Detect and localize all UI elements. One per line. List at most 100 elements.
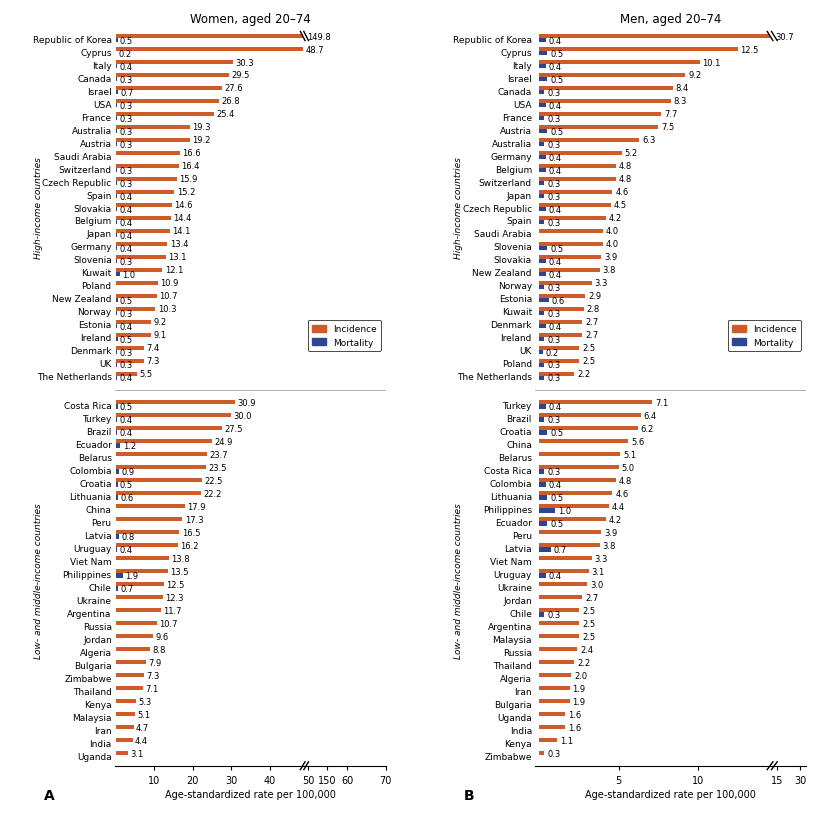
Text: 4.4: 4.4	[612, 502, 625, 511]
Bar	[539, 470, 544, 474]
Text: 0.3: 0.3	[547, 415, 560, 424]
Bar	[115, 273, 119, 277]
Text: 2.5: 2.5	[582, 606, 595, 615]
Text: 0.5: 0.5	[551, 493, 564, 502]
Text: 4.7: 4.7	[136, 723, 150, 732]
Bar	[539, 191, 613, 195]
Text: 9.1: 9.1	[153, 331, 166, 340]
Bar	[115, 260, 117, 264]
Text: 10.7: 10.7	[160, 292, 178, 301]
Text: 3.1: 3.1	[591, 567, 605, 576]
Text: 0.4: 0.4	[119, 244, 133, 253]
Bar	[115, 65, 117, 69]
Text: 0.7: 0.7	[553, 545, 567, 554]
Bar	[539, 221, 544, 225]
Bar	[115, 204, 172, 208]
Text: 14.4: 14.4	[173, 214, 192, 223]
Text: 7.5: 7.5	[661, 124, 674, 133]
Bar	[539, 143, 544, 147]
Bar	[539, 113, 662, 117]
Text: 0.4: 0.4	[549, 153, 562, 162]
Bar	[539, 686, 569, 690]
Bar	[539, 39, 546, 43]
Text: 2.5: 2.5	[582, 357, 595, 366]
Bar	[115, 311, 117, 315]
Text: 0.4: 0.4	[549, 102, 562, 111]
Bar	[115, 699, 136, 704]
Text: 9.2: 9.2	[688, 71, 701, 80]
Text: 5.2: 5.2	[625, 149, 638, 158]
Text: 3.3: 3.3	[595, 279, 608, 288]
Bar	[539, 138, 640, 143]
Text: 0.4: 0.4	[549, 403, 562, 412]
Text: 0.6: 0.6	[552, 296, 565, 305]
Bar	[115, 470, 119, 474]
Text: 0.4: 0.4	[119, 219, 133, 228]
Text: 26.8: 26.8	[222, 97, 240, 106]
Bar	[539, 518, 606, 522]
Text: 3.1: 3.1	[130, 749, 143, 758]
Text: 12.5: 12.5	[740, 45, 759, 54]
Text: 48.7: 48.7	[306, 45, 325, 54]
Bar	[539, 282, 591, 286]
Bar	[539, 152, 622, 156]
Bar	[115, 364, 117, 368]
Bar	[115, 373, 137, 377]
Text: 0.5: 0.5	[120, 37, 133, 46]
Bar	[539, 87, 672, 91]
Bar	[539, 204, 611, 208]
Bar	[115, 269, 162, 273]
Bar	[115, 427, 222, 431]
Bar	[539, 613, 544, 617]
Text: 3.9: 3.9	[605, 253, 618, 262]
Text: 25.4: 25.4	[216, 111, 234, 120]
Bar	[115, 337, 118, 342]
Text: 0.3: 0.3	[119, 75, 133, 84]
Text: 2.5: 2.5	[582, 344, 595, 353]
Text: 17.3: 17.3	[185, 515, 204, 524]
Text: 6.2: 6.2	[640, 424, 654, 433]
Text: 16.5: 16.5	[182, 528, 200, 537]
Text: 4.5: 4.5	[614, 201, 627, 210]
Bar	[539, 91, 544, 95]
Text: 1.6: 1.6	[568, 723, 581, 732]
Text: 5.0: 5.0	[622, 464, 635, 473]
Text: 0.3: 0.3	[547, 361, 560, 370]
Text: 1.9: 1.9	[573, 684, 586, 693]
Text: 1.9: 1.9	[573, 697, 586, 706]
Text: 2.5: 2.5	[582, 619, 595, 628]
Bar	[539, 400, 652, 405]
Text: 13.1: 13.1	[169, 253, 187, 262]
Text: 22.2: 22.2	[204, 489, 222, 498]
Bar	[539, 346, 579, 351]
Bar	[539, 622, 579, 626]
Bar	[115, 229, 170, 233]
Bar	[115, 324, 117, 328]
Bar	[539, 307, 584, 311]
Text: 2.0: 2.0	[574, 671, 587, 680]
Bar	[539, 582, 587, 586]
Text: 2.5: 2.5	[582, 632, 595, 641]
Bar	[539, 595, 582, 600]
Text: 1.9: 1.9	[125, 572, 138, 581]
Text: 0.3: 0.3	[547, 468, 560, 477]
Bar	[539, 364, 544, 368]
Text: 0.3: 0.3	[547, 749, 560, 758]
Text: 8.3: 8.3	[674, 97, 687, 106]
Text: 3.8: 3.8	[603, 266, 616, 275]
Text: Low- and middle-income countries: Low- and middle-income countries	[454, 502, 463, 658]
Bar	[115, 622, 157, 626]
Bar	[539, 78, 547, 82]
Text: 0.3: 0.3	[547, 140, 560, 149]
Text: 149.8: 149.8	[308, 33, 331, 42]
Bar	[539, 169, 546, 173]
Bar	[539, 531, 601, 535]
Text: 9.2: 9.2	[154, 318, 167, 327]
Text: 8.4: 8.4	[676, 84, 689, 93]
Bar	[115, 307, 155, 311]
Text: 12.5: 12.5	[166, 580, 185, 589]
Text: 13.8: 13.8	[171, 554, 190, 563]
Bar	[115, 557, 169, 561]
Bar	[115, 143, 117, 147]
Text: 9.6: 9.6	[155, 632, 169, 641]
